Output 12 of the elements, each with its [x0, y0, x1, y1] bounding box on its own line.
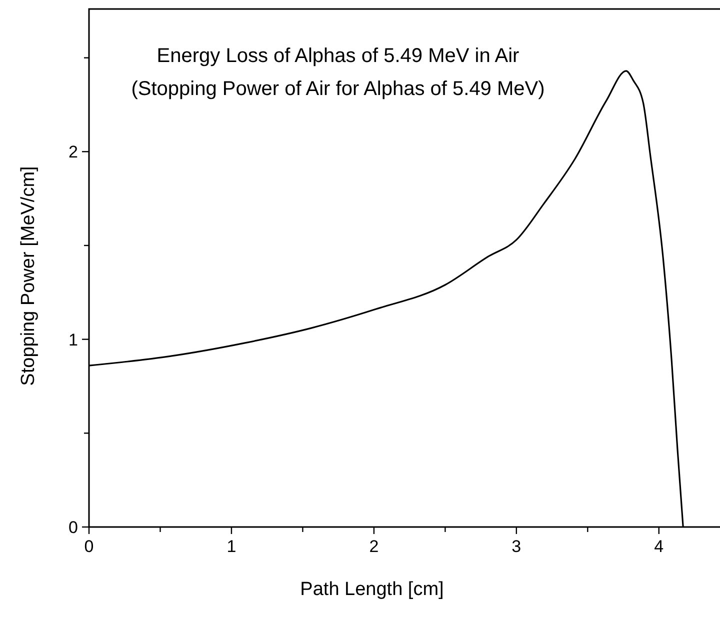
x-axis-title: Path Length [cm]: [300, 579, 444, 600]
y-tick-label: 0: [68, 518, 78, 537]
y-tick-label: 2: [68, 142, 78, 162]
x-tick-label: 2: [369, 537, 379, 556]
x-tick-label: 1: [226, 537, 236, 556]
text: (Stopping Power of Air for Alphas of 5.49 MeV): [131, 78, 545, 100]
y-axis-title: Stopping Power [MeV/cm]: [18, 166, 39, 386]
x-tick-label: 4: [654, 537, 664, 556]
y-tick-label: 1: [68, 330, 78, 350]
text: Energy Loss of Alphas of 5.49 MeV in Air: [156, 45, 520, 67]
x-tick-label: 3: [512, 537, 522, 556]
x-tick-label: 0: [84, 537, 94, 556]
